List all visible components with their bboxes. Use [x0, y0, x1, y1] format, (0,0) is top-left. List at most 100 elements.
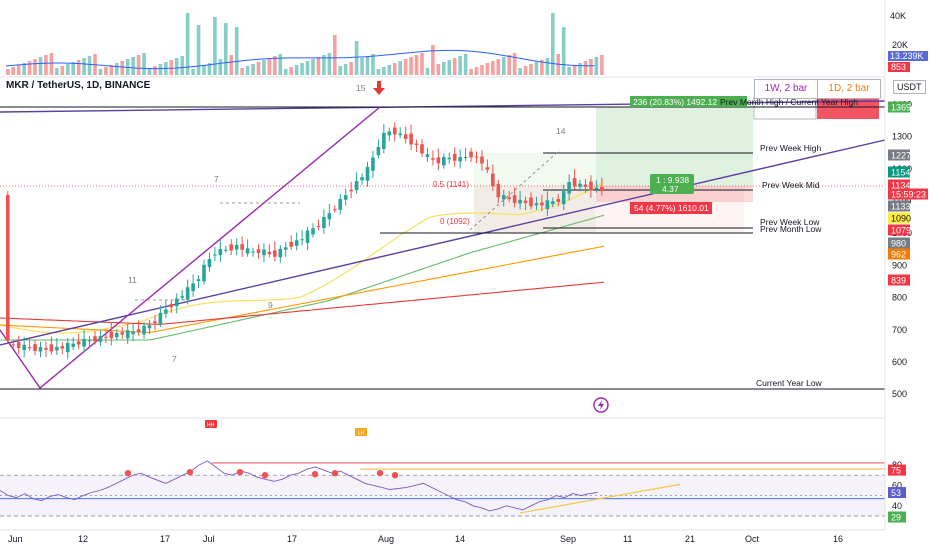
- candle-body: [578, 183, 582, 187]
- volume-pane: [5, 13, 604, 75]
- volume-tick: 40K: [890, 11, 906, 21]
- candle-body: [55, 346, 59, 351]
- candle-body: [213, 254, 217, 256]
- candle-body: [245, 248, 250, 254]
- swing-count-label: 7: [214, 174, 219, 184]
- volume-bar: [196, 25, 201, 75]
- candle-body: [180, 296, 184, 298]
- fib-0-label: 0 (1092): [440, 217, 470, 226]
- candle-body: [164, 309, 168, 314]
- price-axis[interactable]: 1400130012001100100090080070060050013691…: [888, 11, 928, 399]
- time-axis[interactable]: Jun 12 17 Jul 17 Aug 14 Sep 11 21 Oct 16: [8, 534, 843, 544]
- timeframe-weekly-label: 1W, 2 bar: [764, 83, 808, 94]
- candle-body: [469, 151, 473, 158]
- rsi-trendline: [519, 483, 681, 514]
- candle-body: [589, 181, 593, 191]
- candle-body: [567, 182, 571, 194]
- candle-body: [431, 158, 435, 160]
- prev-month-high-label: Prev Month High / Current Year High: [720, 97, 858, 107]
- volume-bar: [224, 23, 228, 75]
- price-badge: [888, 200, 910, 212]
- rsi-lh-label: LH: [358, 431, 365, 437]
- candle-body: [436, 157, 441, 164]
- symbol-title[interactable]: MKR / TetherUS, 1D, BINANCE: [6, 80, 151, 91]
- currency-label[interactable]: USDT: [893, 80, 926, 94]
- candle-body: [153, 321, 157, 324]
- volume-bar: [234, 27, 239, 75]
- candle-body: [300, 239, 304, 241]
- candle-body: [71, 343, 75, 347]
- volume-bar: [349, 62, 353, 75]
- volume-bar: [256, 62, 261, 75]
- volume-bar: [294, 65, 299, 75]
- candle-body: [463, 157, 468, 159]
- swing-count-label: 15: [356, 83, 366, 93]
- candle-body: [442, 156, 446, 166]
- candle-body: [191, 283, 195, 292]
- candle-body: [115, 332, 119, 338]
- price-tick: 600: [892, 357, 907, 367]
- candle-body: [22, 344, 26, 351]
- volume-bar: [403, 59, 408, 75]
- rsi-badge-label: 53: [891, 488, 901, 498]
- volume-bar: [104, 67, 108, 75]
- candle-body: [594, 187, 599, 190]
- volume-bar: [16, 65, 21, 75]
- candle-body: [224, 249, 228, 251]
- volume-bar: [158, 64, 163, 75]
- candle-body: [218, 248, 223, 256]
- rsi-badge: [888, 487, 906, 499]
- volume-bar: [589, 59, 593, 75]
- lightning-icon[interactable]: [593, 397, 609, 413]
- time-tick: 16: [833, 534, 843, 544]
- volume-bar: [60, 66, 65, 75]
- long-target-zone: [596, 107, 753, 186]
- candle-body: [523, 200, 528, 203]
- timeframe-daily[interactable]: 1D, 2 bar: [817, 79, 881, 99]
- volume-bar: [371, 54, 375, 75]
- volume-bar: [338, 66, 343, 75]
- volume-bar: [251, 64, 255, 75]
- volume-bar: [485, 63, 490, 75]
- volume-bar: [360, 58, 364, 75]
- candle-body: [561, 191, 566, 205]
- volume-bar: [343, 64, 348, 75]
- candle-body: [376, 146, 381, 156]
- volume-bar: [594, 57, 599, 75]
- volume-bar: [463, 54, 468, 75]
- volume-bar: [545, 58, 550, 75]
- volume-bar: [191, 69, 195, 75]
- price-tick: 900: [892, 260, 907, 270]
- volume-bar: [534, 62, 539, 75]
- volume-bar: [387, 65, 392, 75]
- candle-body: [289, 241, 293, 247]
- candle-body: [267, 251, 272, 255]
- price-badge: [888, 188, 928, 200]
- price-badge-label: 1154: [891, 168, 910, 178]
- volume-bar: [142, 53, 146, 75]
- timeframe-weekly[interactable]: 1W, 2 bar: [754, 79, 818, 99]
- volume-bar: [414, 55, 419, 75]
- volume-bar: [409, 57, 413, 75]
- price-badge: [888, 274, 910, 286]
- candle-body: [174, 298, 179, 307]
- rsi-pane: HHLH806040755329: [0, 420, 906, 523]
- time-tick: Jul: [203, 534, 215, 544]
- volume-bar: [283, 69, 288, 75]
- candle-body: [349, 189, 353, 192]
- fib-05-label: 0.5 (1141): [433, 180, 469, 189]
- candle-body: [518, 199, 522, 204]
- rsi-band: [0, 475, 885, 516]
- candle-body: [572, 178, 577, 187]
- candle-body: [76, 341, 81, 345]
- volume-bar: [327, 53, 332, 75]
- volume-bar: [115, 63, 119, 75]
- candle-body: [387, 131, 392, 136]
- candle-body: [196, 279, 201, 282]
- candle-body: [82, 338, 86, 347]
- volume-bar: [131, 57, 135, 75]
- volume-bar: [300, 63, 304, 75]
- candle-body: [343, 195, 348, 200]
- volume-bar: [49, 53, 54, 75]
- chart-labels: 236 (20.83%) 1492.12 Prev Month High / Cu…: [128, 83, 858, 388]
